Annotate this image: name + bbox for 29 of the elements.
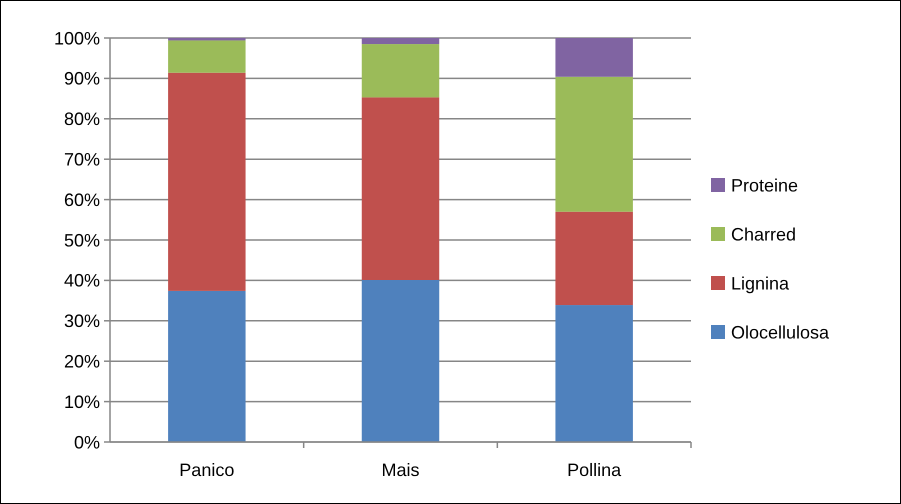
legend-label: Charred (731, 224, 796, 244)
y-tick-label: 70% (64, 150, 100, 170)
x-tick-label: Pollina (567, 460, 622, 480)
legend-label: Proteine (731, 175, 798, 196)
y-tick-label: 20% (64, 352, 100, 372)
bar (362, 44, 440, 98)
y-tick-label: 100% (54, 28, 100, 48)
bar (555, 305, 633, 442)
bar (362, 97, 440, 280)
bar (362, 38, 440, 44)
y-tick-label: 80% (64, 109, 100, 130)
legend-label: Lignina (731, 273, 790, 294)
y-tick-label: 90% (64, 68, 100, 89)
y-tick-label: 30% (64, 311, 100, 332)
x-tick-label: Panico (179, 460, 234, 480)
y-tick-label: 40% (64, 270, 100, 291)
bar (555, 212, 633, 306)
legend-label: Olocellulosa (731, 322, 830, 342)
bar (168, 290, 246, 442)
y-tick-label: 60% (64, 190, 100, 210)
y-tick-label: 0% (74, 432, 100, 452)
y-tick-label: 10% (64, 392, 100, 412)
y-tick-label: 50% (64, 230, 100, 250)
x-tick-label: Mais (381, 460, 420, 480)
bar (555, 76, 633, 212)
bar (555, 38, 633, 77)
bar (362, 280, 440, 442)
bar (168, 72, 246, 291)
bar (168, 40, 246, 73)
